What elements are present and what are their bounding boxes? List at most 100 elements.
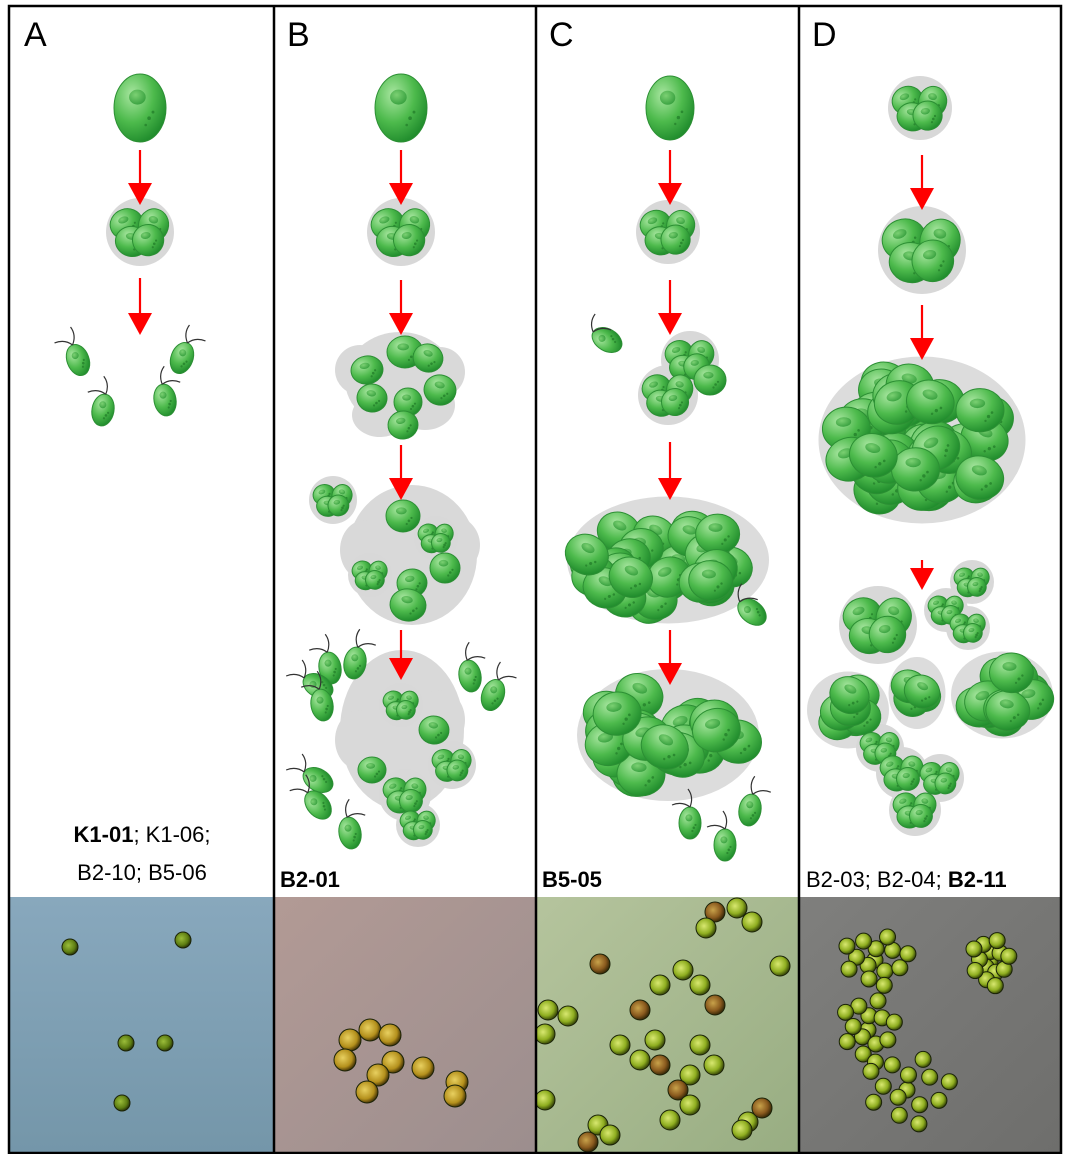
- flagellate-cell-icon: [304, 790, 332, 820]
- strain-c-bold: B5-05: [542, 867, 602, 892]
- micrograph-cell: [667, 1079, 689, 1101]
- flagellum: [301, 753, 307, 773]
- algal-cell-icon: [357, 756, 387, 784]
- arrow-icon: [128, 150, 152, 205]
- algal-cell-icon: [412, 343, 444, 373]
- tetrad-cell-icon: [660, 224, 691, 255]
- colony-cell-icon: [592, 691, 642, 736]
- flagellum: [739, 597, 758, 603]
- flagellum: [706, 824, 726, 830]
- micrograph-cell: [741, 911, 763, 933]
- algal-cell-icon: [693, 364, 727, 396]
- tetrad-cell-icon: [132, 224, 165, 257]
- strain-a-rest: ; K1-06;: [133, 822, 210, 847]
- flagellum: [285, 673, 305, 679]
- flagellum: [103, 375, 108, 395]
- flagellate-cell-icon: [737, 598, 767, 626]
- flagellate-cell-icon: [343, 646, 367, 680]
- micrograph-cell: [649, 974, 671, 996]
- micrograph-cell: [966, 962, 984, 980]
- micrograph-cell: [726, 897, 748, 919]
- algal-cell-icon: [423, 374, 457, 406]
- tetrad-cell-icon: [327, 494, 350, 517]
- arrow-icon: [658, 150, 682, 205]
- strain-a-bold: K1-01: [74, 822, 134, 847]
- micrograph-cell: [751, 1097, 773, 1119]
- strain-label-a-line2: B2-10; B5-06: [77, 860, 207, 885]
- flagellate-cell-icon: [678, 806, 702, 840]
- strain-b-bold: B2-01: [280, 867, 340, 892]
- panel-label-b: B: [287, 16, 310, 54]
- colony-cell-icon: [691, 707, 741, 753]
- micrograph-cell: [589, 953, 611, 975]
- tetrad-cell-icon: [966, 576, 987, 597]
- micrograph-cell: [703, 1054, 725, 1076]
- colony-cell-icon: [564, 533, 609, 576]
- colony-cell-icon: [903, 674, 941, 709]
- micrograph-cell: [704, 901, 726, 923]
- arrow-icon: [910, 305, 934, 360]
- micrograph-cell: [113, 1094, 131, 1112]
- tetrad-cell-icon: [364, 569, 385, 590]
- strain-label-d: B2-03; B2-04; B2-11: [806, 867, 1007, 892]
- flagellate-cell-icon: [591, 327, 623, 353]
- vegetative-cell-icon: [374, 73, 428, 143]
- micrograph-cell: [649, 1054, 671, 1076]
- colony-cell-icon: [891, 447, 941, 492]
- flagellum: [160, 365, 165, 385]
- arrow-icon: [910, 155, 934, 210]
- micrograph-cell: [689, 974, 711, 996]
- tetrad-cell-icon: [395, 699, 416, 720]
- micrograph-cell: [891, 959, 909, 977]
- micrograph-cell: [844, 1017, 862, 1035]
- arrow-icon: [658, 442, 682, 500]
- micrograph-cell: [889, 1088, 907, 1106]
- strain-a-line2: B2-10; B5-06: [77, 860, 207, 885]
- strain-label-a: K1-01; K1-06;: [74, 822, 211, 847]
- micrograph-cell: [885, 1013, 903, 1031]
- micrograph-cell: [577, 1131, 599, 1153]
- colony-cell-icon: [608, 556, 653, 598]
- micrograph-cell: [731, 1119, 753, 1141]
- micrograph-cell: [338, 1028, 362, 1052]
- flagellum: [300, 685, 320, 690]
- micrograph-cell: [61, 938, 79, 956]
- algal-cell-icon: [418, 715, 450, 745]
- micrograph-cell: [855, 932, 873, 950]
- flagellate-cell-icon: [338, 816, 362, 850]
- tetrad-cell-icon: [896, 767, 920, 791]
- tetrad-cell-icon: [446, 759, 469, 782]
- micrograph-cell: [860, 970, 878, 988]
- micrograph-cell: [355, 1080, 379, 1104]
- flagellate-cell-icon: [738, 793, 762, 827]
- micrograph-cell: [679, 1094, 701, 1116]
- flagellum: [289, 788, 309, 794]
- strain-d-plain: B2-03; B2-04;: [806, 867, 948, 892]
- flagellate-cell-icon: [153, 383, 177, 417]
- micrograph-cell: [838, 937, 856, 955]
- micrograph-cell: [537, 1089, 556, 1111]
- flagellate-cell-icon: [310, 688, 334, 722]
- flagellate-cell-icon: [458, 659, 482, 693]
- micrograph-cell: [876, 962, 894, 980]
- strain-label-c: B5-05: [542, 867, 602, 892]
- micrograph-cell: [914, 1050, 932, 1068]
- micrograph-cell: [411, 1056, 435, 1080]
- panel-label-d: D: [812, 16, 837, 54]
- micrograph-cell: [358, 1018, 382, 1042]
- arrow-icon: [658, 280, 682, 335]
- flagellum: [308, 648, 328, 653]
- flagellum: [316, 670, 322, 690]
- micrograph-cell: [899, 945, 917, 963]
- panel-frames: [7, 4, 1063, 1154]
- flagellum: [187, 338, 206, 344]
- flagellum: [750, 775, 756, 795]
- colony-cell-icon: [955, 455, 1005, 500]
- micrograph-cell: [879, 1031, 897, 1049]
- colony-cell-icon: [688, 560, 734, 601]
- colony-cell-icon: [848, 433, 898, 478]
- arrow-icon: [389, 150, 413, 205]
- flagellum: [285, 767, 305, 773]
- micrograph-cell: [537, 999, 559, 1021]
